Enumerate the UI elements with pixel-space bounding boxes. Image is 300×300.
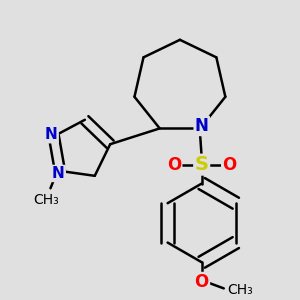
Text: CH₃: CH₃ [227, 283, 253, 297]
Text: N: N [195, 117, 209, 135]
Text: O: O [222, 156, 237, 174]
Text: O: O [195, 273, 209, 291]
Text: CH₃: CH₃ [33, 193, 58, 207]
Text: N: N [52, 166, 65, 181]
Text: S: S [195, 155, 209, 174]
Text: N: N [45, 127, 58, 142]
Text: O: O [167, 156, 181, 174]
